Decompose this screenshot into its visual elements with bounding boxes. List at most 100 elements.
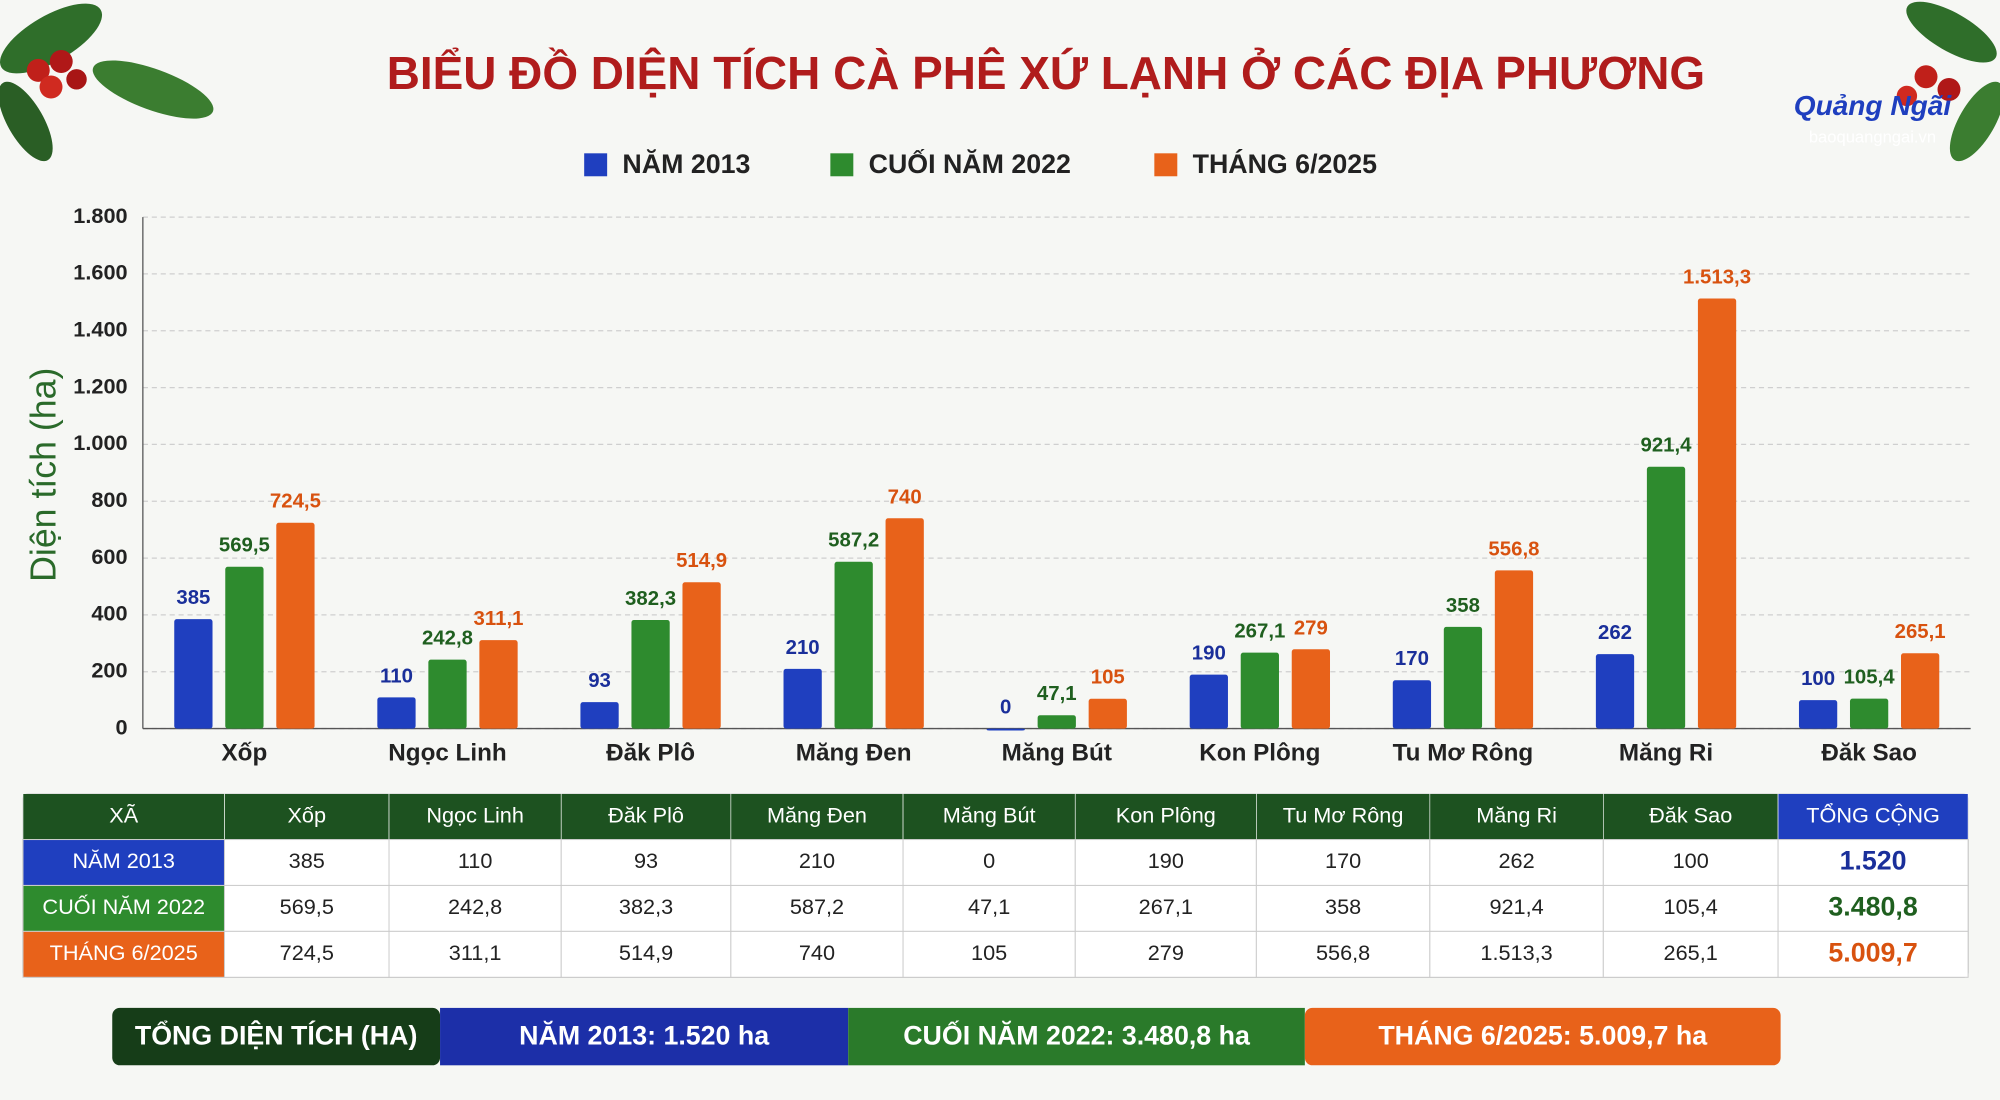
bar <box>479 640 518 729</box>
legend-label: NĂM 2013 <box>622 148 750 179</box>
table-header-text: Tu Mơ Rông <box>1283 802 1404 827</box>
table-cell <box>22 930 225 978</box>
table-cell <box>1777 930 1969 978</box>
bar <box>682 582 721 729</box>
x-tick-label: Xốp <box>222 739 268 766</box>
summary-segment <box>1304 1007 1781 1066</box>
value-label: 385 <box>176 587 210 609</box>
table-cell <box>560 930 732 978</box>
table-cell <box>902 930 1076 978</box>
logo-site: baoquangngai.vn <box>1809 127 1936 146</box>
table-header-cell <box>1074 793 1257 840</box>
table-cell <box>902 839 1076 886</box>
table-header-text: Xốp <box>287 802 326 827</box>
table-cell <box>22 839 225 886</box>
x-tick-label: Măng Bút <box>1002 739 1112 766</box>
value-label: 105 <box>1091 667 1125 689</box>
table-header-text: Ngọc Linh <box>426 802 524 827</box>
table-cell-text: CUỐI NĂM 2022 <box>42 893 205 919</box>
table-cell-text: 190 <box>1148 848 1184 873</box>
bar <box>1798 700 1838 729</box>
bar <box>1291 649 1331 729</box>
value-label: 1.513,3 <box>1683 267 1751 289</box>
value-label: 210 <box>786 637 820 659</box>
y-tick-label: 200 <box>91 657 127 682</box>
table-cell-text: 265,1 <box>1664 940 1718 965</box>
table-cell <box>1602 930 1779 978</box>
decoration <box>0 1 2000 162</box>
table-cell-text: 279 <box>1148 940 1184 965</box>
y-tick-label: 1.800 <box>73 203 127 228</box>
value-label: 93 <box>588 670 611 692</box>
table-header-cell <box>1256 793 1431 840</box>
table-cell <box>388 930 562 978</box>
table-cell-text: 556,8 <box>1316 940 1370 965</box>
table-cell-text: 587,2 <box>790 894 844 919</box>
table-cell-text: 267,1 <box>1139 894 1193 919</box>
table-cell <box>1074 839 1257 886</box>
x-tick-label: Đăk Plô <box>606 739 695 766</box>
y-tick-label: 400 <box>91 601 127 626</box>
table-cell-text: 210 <box>799 848 835 873</box>
table-cell <box>560 839 732 886</box>
bar <box>1595 654 1635 729</box>
table-cell-text: 311,1 <box>449 940 502 965</box>
table-header-text: Đăk Sao <box>1649 802 1732 827</box>
table-header-text: Măng Đen <box>767 802 867 827</box>
value-label: 170 <box>1395 648 1429 670</box>
table-cell <box>223 930 390 978</box>
x-tick-label: Kon Plông <box>1199 739 1320 766</box>
value-label: 556,8 <box>1488 538 1539 560</box>
table-header-cell <box>902 793 1076 840</box>
table-cell-text: 170 <box>1325 848 1361 873</box>
value-label: 267,1 <box>1234 621 1285 643</box>
summary-text: NĂM 2013: 1.520 ha <box>519 1019 770 1050</box>
value-label: 514,9 <box>676 550 727 572</box>
value-label: 0 <box>1000 697 1011 719</box>
bar <box>1037 715 1076 729</box>
value-label: 110 <box>380 665 413 687</box>
value-label: 382,3 <box>625 588 676 610</box>
summary-text: THÁNG 6/2025: 5.009,7 ha <box>1378 1019 1708 1050</box>
value-label: 724,5 <box>270 491 321 513</box>
y-tick-label: 1.000 <box>73 430 127 455</box>
table-header-text: TỔNG CỘNG <box>1806 802 1940 827</box>
bar <box>276 522 315 729</box>
y-tick-label: 800 <box>91 487 127 512</box>
bar <box>986 728 1025 731</box>
summary-segment <box>848 1007 1305 1066</box>
table-cell <box>1255 839 1431 886</box>
legend-swatch <box>830 153 854 177</box>
table-header-cell <box>224 793 390 840</box>
table-header-text: XÃ <box>109 802 138 827</box>
bar <box>428 659 467 729</box>
bar <box>631 619 670 729</box>
table-cell <box>1074 930 1257 978</box>
table-cell-text: 242,8 <box>448 894 502 919</box>
value-label: 262 <box>1598 622 1632 644</box>
summary-segment <box>112 1007 441 1066</box>
bar <box>1494 570 1534 729</box>
bar <box>783 668 822 729</box>
table-cell <box>902 884 1076 932</box>
bar <box>1392 680 1432 729</box>
table-cell <box>1777 884 1969 932</box>
table-cell-text: 1.520 <box>1840 846 1907 876</box>
bar <box>1240 652 1279 729</box>
legend-swatch <box>1154 153 1178 177</box>
x-tick-label: Ngọc Linh <box>388 739 506 766</box>
table-cell-text: THÁNG 6/2025 <box>50 940 198 965</box>
table-cell-text: 385 <box>289 848 325 873</box>
table-header-text: Kon Plông <box>1116 802 1216 827</box>
table-cell-text: 47,1 <box>968 894 1010 919</box>
table-cell-text: 921,4 <box>1489 894 1543 919</box>
table-cell-text: 358 <box>1325 894 1361 919</box>
table-cell <box>730 930 904 978</box>
table-cell-text: 1.513,3 <box>1480 940 1552 965</box>
table-cell-text: 514,9 <box>619 940 673 965</box>
bar <box>1646 466 1686 729</box>
table-cell-text: 740 <box>799 940 835 965</box>
logo-name: Quảng Ngãi <box>1794 90 1953 121</box>
bar <box>1901 653 1940 729</box>
